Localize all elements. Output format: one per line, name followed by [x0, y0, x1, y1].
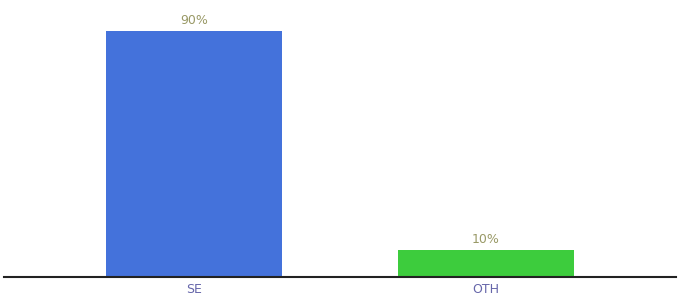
Bar: [106, 32, 282, 277]
Bar: [398, 250, 574, 277]
Text: 10%: 10%: [472, 233, 500, 246]
Text: 90%: 90%: [180, 14, 208, 27]
